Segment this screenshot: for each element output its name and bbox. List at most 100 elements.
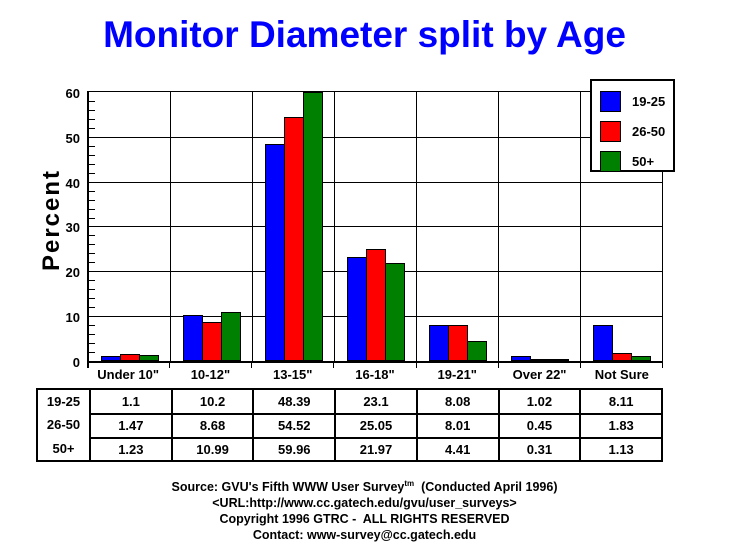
y-tick-label: 60: [65, 86, 80, 101]
gridline: [89, 137, 662, 138]
bar-group: [499, 92, 581, 361]
table-cell: 1.1: [89, 390, 171, 414]
bar-groups: [89, 92, 662, 361]
x-axis-label: 16-18": [355, 367, 395, 382]
table-row-label: 19-25: [46, 394, 81, 410]
x-tick: [498, 363, 499, 368]
table-cell: 4.41: [415, 436, 498, 460]
legend: 19-25 26-50 50+: [590, 79, 675, 172]
bar-50+: [466, 341, 487, 361]
x-axis-label: 19-21": [437, 367, 477, 382]
table-cell: 21.97: [334, 436, 416, 460]
x-axis-label: 13-15": [272, 367, 313, 382]
y-minor-tick: [89, 119, 95, 120]
bar-19-25: [182, 315, 203, 361]
y-minor-tick: [89, 334, 95, 335]
bar-group: [335, 92, 417, 361]
y-tick-label: 10: [65, 310, 80, 325]
bar-26-50: [365, 249, 386, 361]
footer-source-text: Source: GVU's Fifth WWW User Survey: [171, 480, 405, 495]
legend-swatch-50+: [600, 150, 621, 172]
table-cell: 0.45: [497, 413, 580, 437]
y-minor-tick: [89, 200, 95, 201]
table-cell: 59.96: [252, 436, 335, 460]
gridline: [89, 226, 662, 227]
table-cell: 1.13: [579, 436, 661, 460]
bar-50+: [220, 312, 241, 361]
footer-url-line: <URL:http://www.cc.gatech.edu/gvu/user_s…: [212, 496, 517, 511]
legend-label: 26-50: [632, 123, 666, 139]
table-cell: 8.08: [415, 390, 498, 414]
bar-26-50: [119, 354, 140, 361]
bar-50+: [302, 92, 323, 361]
bar-19-25: [428, 325, 449, 361]
bar-19-25: [346, 257, 367, 361]
legend-items: 19-25 26-50 50+: [600, 86, 673, 176]
bar-group: [253, 92, 335, 361]
y-minor-tick: [89, 146, 95, 147]
y-minor-tick: [89, 191, 95, 192]
x-tick: [416, 363, 417, 368]
legend-item: 26-50: [600, 116, 673, 146]
table-cell: 8.01: [415, 413, 498, 437]
y-minor-tick: [89, 352, 95, 353]
x-tick: [333, 363, 334, 368]
legend-label: 50+: [632, 153, 655, 169]
y-minor-tick: [89, 244, 95, 245]
table-cell: 1.83: [579, 413, 661, 437]
table-cell: 10.99: [170, 436, 253, 460]
chart-title: Monitor Diameter split by Age: [103, 14, 626, 55]
bar-50+: [138, 355, 159, 361]
y-tick-label: 50: [65, 131, 80, 146]
y-minor-tick: [89, 325, 95, 326]
footer: Source: GVU's Fifth WWW User Surveytm (C…: [0, 476, 729, 543]
legend-swatch-19-25: [600, 90, 621, 112]
x-tick: [169, 363, 170, 368]
table-row-label: 50+: [52, 440, 75, 456]
bar-26-50: [611, 353, 632, 361]
y-minor-tick: [89, 343, 95, 344]
bar-19-25: [100, 356, 121, 361]
y-minor-tick: [89, 298, 95, 299]
table-cell: 23.1: [334, 390, 416, 414]
y-minor-tick: [89, 289, 95, 290]
table-cell: 0.31: [497, 436, 580, 460]
legend-label: 19-25: [632, 93, 666, 109]
table-row-label: 26-50: [46, 417, 81, 433]
x-axis-label: Over 22": [512, 367, 567, 382]
table-cell: 1.47: [89, 413, 171, 437]
footer-copyright-line: Copyright 1996 GTRC - ALL RIGHTS RESERVE…: [219, 512, 510, 527]
table-cell: 10.2: [170, 390, 253, 414]
table-cell: 48.39: [252, 390, 334, 414]
y-minor-tick: [89, 155, 95, 156]
bar-26-50: [201, 322, 222, 361]
y-minor-tick: [89, 128, 95, 129]
bar-50+: [630, 356, 651, 361]
footer-source-date: (Conducted April 1996): [414, 480, 558, 495]
y-tick-label: 20: [65, 265, 80, 280]
legend-swatch-26-50: [600, 120, 621, 142]
y-minor-tick: [89, 280, 95, 281]
table-cell: 25.05: [334, 413, 416, 437]
x-tick: [251, 363, 252, 368]
bar-50+: [548, 359, 569, 361]
x-tick: [580, 363, 581, 368]
y-minor-tick: [89, 101, 95, 102]
table-cell: 1.02: [497, 390, 580, 414]
table-cell: 54.52: [252, 413, 335, 437]
y-minor-tick: [89, 173, 95, 174]
y-minor-tick: [89, 218, 95, 219]
x-axis-label: 10-12": [190, 367, 231, 382]
y-minor-tick: [89, 262, 95, 263]
legend-item: 50+: [600, 146, 673, 176]
plot-area: [87, 91, 663, 363]
footer-source-line: Source: GVU's Fifth WWW User Surveytm (C…: [0, 476, 729, 495]
y-minor-tick: [89, 253, 95, 254]
y-minor-tick: [89, 235, 95, 236]
y-minor-tick: [89, 164, 95, 165]
bar-26-50: [283, 117, 304, 361]
y-minor-tick: [89, 110, 95, 111]
trademark-superscript: tm: [404, 479, 415, 488]
bar-26-50: [447, 325, 468, 361]
